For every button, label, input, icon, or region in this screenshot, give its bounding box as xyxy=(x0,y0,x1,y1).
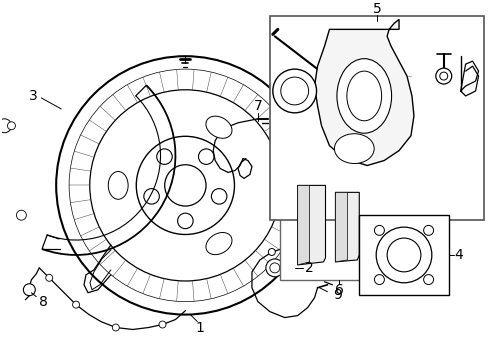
Text: 4: 4 xyxy=(454,248,463,262)
Circle shape xyxy=(73,301,79,308)
Bar xyxy=(359,215,449,295)
Circle shape xyxy=(281,77,309,105)
Circle shape xyxy=(159,321,166,328)
Circle shape xyxy=(198,149,214,165)
Circle shape xyxy=(376,227,432,283)
Circle shape xyxy=(90,90,281,281)
Ellipse shape xyxy=(108,171,128,199)
Polygon shape xyxy=(315,19,414,166)
Ellipse shape xyxy=(347,71,382,121)
Circle shape xyxy=(56,56,315,315)
Circle shape xyxy=(17,210,26,220)
Text: 6: 6 xyxy=(335,283,344,297)
Circle shape xyxy=(440,72,448,80)
Circle shape xyxy=(24,284,35,296)
Circle shape xyxy=(374,225,384,235)
Polygon shape xyxy=(297,185,325,265)
Circle shape xyxy=(0,119,11,133)
Text: 5: 5 xyxy=(373,3,382,17)
Circle shape xyxy=(144,189,159,204)
Circle shape xyxy=(7,122,15,130)
Circle shape xyxy=(266,259,284,277)
Circle shape xyxy=(69,69,302,302)
Circle shape xyxy=(273,69,317,113)
Circle shape xyxy=(112,324,119,331)
Circle shape xyxy=(281,244,288,252)
Ellipse shape xyxy=(335,134,374,163)
Circle shape xyxy=(424,225,434,235)
Ellipse shape xyxy=(337,59,392,133)
Text: 1: 1 xyxy=(196,320,205,334)
Circle shape xyxy=(387,238,421,272)
Ellipse shape xyxy=(206,116,232,138)
Polygon shape xyxy=(336,192,347,262)
Circle shape xyxy=(270,263,280,273)
Bar xyxy=(270,17,484,220)
Circle shape xyxy=(157,149,172,165)
Circle shape xyxy=(436,68,452,84)
Circle shape xyxy=(165,165,206,206)
Circle shape xyxy=(424,275,434,284)
Circle shape xyxy=(269,248,275,256)
Polygon shape xyxy=(297,185,310,265)
Polygon shape xyxy=(336,192,359,262)
Circle shape xyxy=(136,136,235,234)
Circle shape xyxy=(211,189,227,204)
Circle shape xyxy=(46,274,53,281)
Circle shape xyxy=(374,275,384,284)
Circle shape xyxy=(177,213,193,229)
Text: 2: 2 xyxy=(305,261,314,275)
Bar xyxy=(280,171,399,280)
Text: 9: 9 xyxy=(333,288,342,302)
Text: 8: 8 xyxy=(39,295,48,309)
Text: 7: 7 xyxy=(253,99,262,113)
Text: 3: 3 xyxy=(29,89,38,103)
Ellipse shape xyxy=(206,233,232,255)
